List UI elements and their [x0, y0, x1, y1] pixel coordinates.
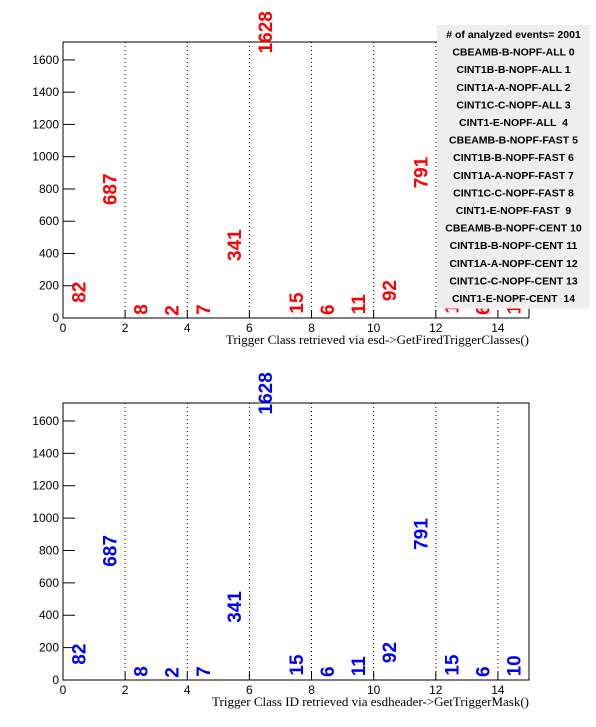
x-tick-label: 14	[491, 683, 505, 697]
legend-title: # of analyzed events= 2001	[446, 29, 581, 41]
x-tick-label: 6	[246, 321, 253, 335]
legend-entry: CINT1B-B-NOPF-FAST 6	[453, 152, 574, 164]
value-label: 8	[132, 666, 153, 677]
x-tick-label: 0	[60, 321, 67, 335]
x-tick-label: 4	[184, 321, 191, 335]
x-tick-label: 6	[246, 683, 253, 697]
value-label: 11	[349, 656, 370, 677]
value-label: 7	[194, 304, 215, 315]
x-tick-label: 10	[367, 321, 381, 335]
x-axis-title: Trigger Class retrieved via esd->GetFire…	[226, 332, 529, 347]
value-label: 1628	[256, 11, 277, 53]
legend-entry: CBEAMB-B-NOPF-CENT 10	[445, 223, 582, 235]
x-tick-label: 2	[122, 321, 129, 335]
value-label: 791	[411, 518, 432, 550]
legend-entry: CINT1-E-NOPF-ALL 4	[459, 117, 568, 129]
value-label: 6	[318, 304, 339, 315]
value-label: 6	[473, 304, 494, 315]
y-tick-label: 1200	[32, 479, 59, 493]
y-tick-label: 200	[39, 641, 59, 655]
x-tick-label: 4	[184, 683, 191, 697]
value-label: 687	[101, 173, 122, 205]
value-label: 2	[163, 305, 184, 316]
value-label: 7	[194, 666, 215, 677]
y-tick-label: 400	[39, 608, 59, 622]
y-tick-label: 0	[52, 311, 59, 325]
value-label: 791	[411, 156, 432, 188]
y-tick-label: 400	[39, 246, 59, 260]
legend: # of analyzed events= 2001 CBEAMB-B-NOPF-…	[437, 25, 590, 309]
legend-entry: CINT1A-A-NOPF-ALL 2	[456, 82, 570, 94]
x-tick-label: 14	[491, 321, 505, 335]
x-tick-label: 0	[60, 683, 67, 697]
x-tick-label: 12	[429, 683, 443, 697]
legend-entry: CINT1A-A-NOPF-CENT 12	[449, 258, 577, 270]
value-label: 341	[225, 591, 246, 623]
legend-entry: CINT1C-C-NOPF-CENT 13	[449, 275, 577, 287]
value-label: 92	[380, 280, 401, 301]
y-tick-label: 0	[52, 673, 59, 687]
y-tick-label: 1600	[32, 414, 59, 428]
legend-box	[437, 25, 590, 309]
value-label: 8	[132, 304, 153, 315]
value-label: 1628	[256, 372, 277, 414]
value-label: 2	[163, 667, 184, 678]
value-label: 15	[287, 654, 308, 676]
value-label: 687	[101, 535, 122, 567]
legend-entry: CINT1C-C-NOPF-FAST 8	[453, 187, 574, 199]
x-tick-label: 2	[122, 683, 129, 697]
y-tick-label: 1600	[32, 53, 59, 67]
y-tick-label: 1400	[32, 85, 59, 99]
x-tick-label: 8	[308, 683, 315, 697]
value-label: 92	[380, 642, 401, 663]
y-tick-label: 800	[39, 182, 59, 196]
y-tick-label: 600	[39, 576, 59, 590]
legend-entry: CINT1A-A-NOPF-FAST 7	[453, 170, 574, 182]
y-tick-label: 1400	[32, 446, 59, 460]
y-tick-label: 1000	[32, 150, 59, 164]
y-tick-label: 1000	[32, 511, 59, 525]
value-label: 11	[349, 294, 370, 315]
y-tick-label: 800	[39, 543, 59, 557]
value-label: 341	[225, 229, 246, 261]
x-tick-label: 10	[367, 683, 381, 697]
value-label: 10	[504, 655, 525, 676]
legend-entry: CINT1-E-NOPF-CENT 14	[452, 293, 575, 305]
value-label: 15	[287, 292, 308, 314]
y-tick-label: 1200	[32, 117, 59, 131]
legend-entry: CBEAMB-B-NOPF-ALL 0	[452, 47, 574, 59]
legend-entry: CINT1C-C-NOPF-ALL 3	[456, 99, 570, 111]
plot-frame	[62, 402, 530, 681]
y-tick-label: 600	[39, 214, 59, 228]
legend-entry: CBEAMB-B-NOPF-FAST 5	[449, 135, 578, 147]
x-tick-label: 8	[308, 321, 315, 335]
legend-entry: CINT1-E-NOPF-FAST 9	[456, 205, 572, 217]
value-label: 6	[318, 666, 339, 677]
value-label: 82	[70, 282, 91, 303]
value-label: 6	[473, 666, 494, 677]
y-tick-label: 200	[39, 279, 59, 293]
value-label: 82	[70, 644, 91, 665]
legend-entry: CINT1B-B-NOPF-CENT 11	[450, 240, 578, 252]
legend-entry: CINT1B-B-NOPF-ALL 1	[456, 64, 570, 76]
x-axis-title: Trigger Class ID retrieved via esdheader…	[212, 694, 529, 709]
value-label: 15	[442, 654, 463, 676]
x-tick-label: 12	[429, 321, 443, 335]
